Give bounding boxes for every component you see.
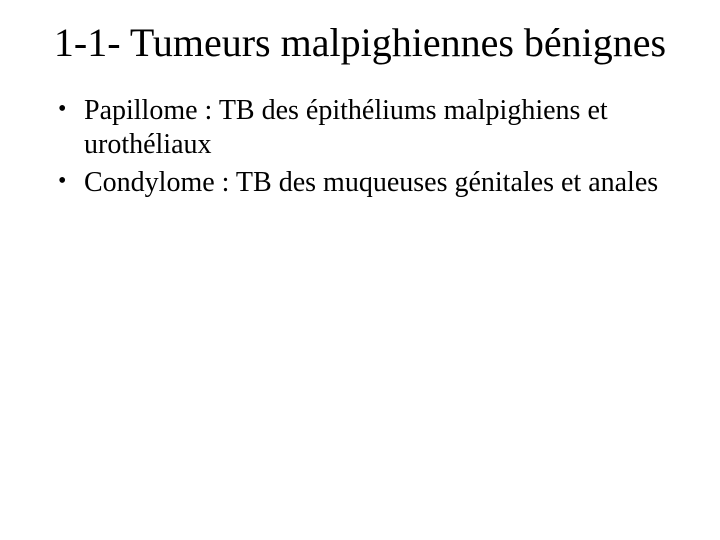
list-item: Condylome : TB des muqueuses génitales e… xyxy=(58,166,670,200)
bullet-list: Papillome : TB des épithéliums malpighie… xyxy=(50,94,670,200)
slide: 1-1- Tumeurs malpighiennes bénignes Papi… xyxy=(0,0,720,540)
list-item: Papillome : TB des épithéliums malpighie… xyxy=(58,94,670,162)
slide-title: 1-1- Tumeurs malpighiennes bénignes xyxy=(50,20,670,66)
